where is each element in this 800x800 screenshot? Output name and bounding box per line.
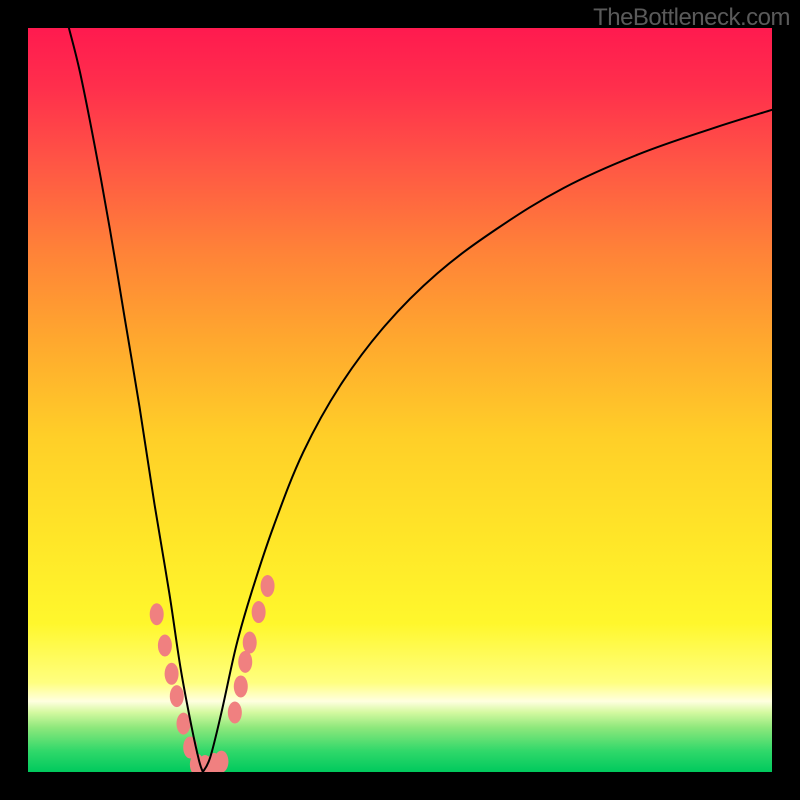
watermark-text: TheBottleneck.com [593, 4, 790, 32]
data-marker [165, 663, 179, 685]
data-marker [238, 651, 252, 673]
chart-frame: TheBottleneck.com [0, 0, 800, 800]
data-marker [170, 685, 184, 707]
plot-svg [0, 0, 800, 800]
data-marker [261, 575, 275, 597]
data-marker [234, 675, 248, 697]
plot-background [28, 28, 772, 772]
data-marker [158, 635, 172, 657]
data-marker [214, 751, 228, 773]
data-marker [243, 632, 257, 654]
data-marker [228, 701, 242, 723]
data-marker [252, 601, 266, 623]
data-marker [150, 603, 164, 625]
